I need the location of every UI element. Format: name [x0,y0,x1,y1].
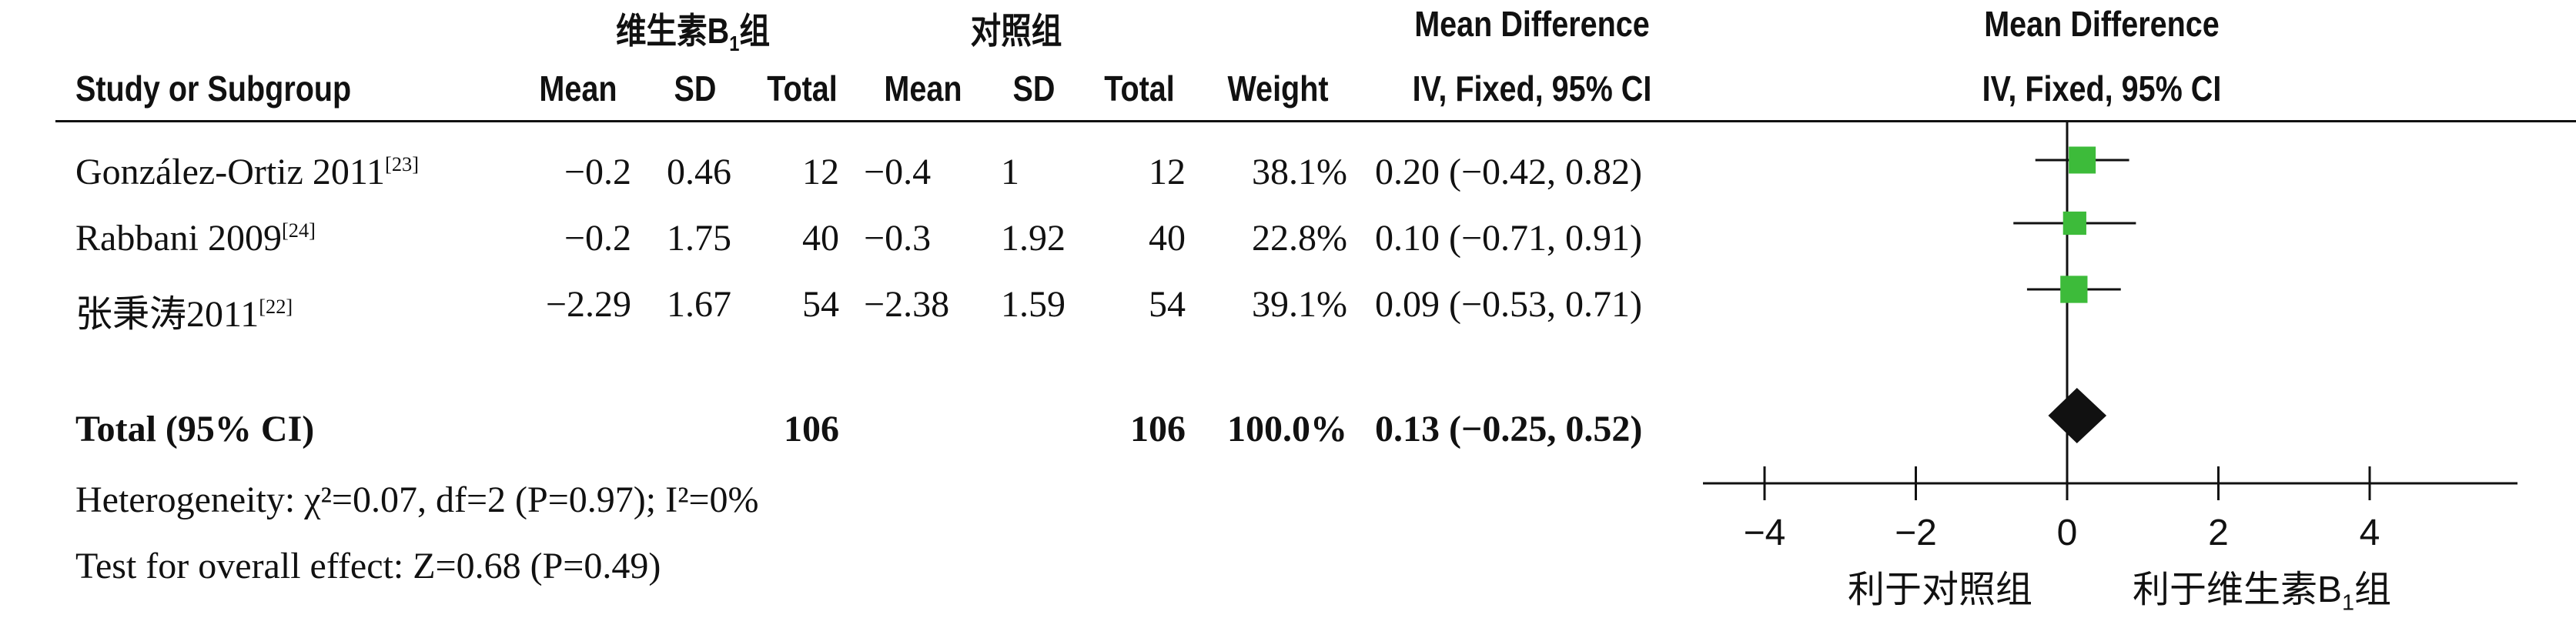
group-b-header: 对照组 [970,11,1062,51]
mean-a-cell: −0.2 [564,218,631,259]
ci-cell: 0.09 (−0.53, 0.71) [1375,284,1643,325]
study-name: González-Ortiz 2011[23] [75,152,420,192]
plot-subtitle: IV, Fixed, 95% CI [1982,68,2222,109]
total-b-header: Total [1104,68,1175,109]
study-name: 张秉涛2011[22] [75,294,293,335]
ci-cell: 0.10 (−0.71, 0.91) [1375,218,1643,259]
overall-effect-text: Test for overall effect: Z=0.68 (P=0.49) [75,546,661,586]
group-a-header: 维生素B1组 [615,11,771,56]
sd-a-cell: 1.75 [667,218,731,259]
mean-b-cell: −0.3 [864,218,932,259]
mean-b-header: Mean [884,68,962,109]
mean-a-header: Mean [539,68,617,109]
x-tick-label: 4 [2360,513,2380,553]
heterogeneity-text: Heterogeneity: χ²=0.07, df=2 (P=0.97); I… [75,479,759,520]
total-weight: 100.0% [1227,409,1347,449]
x-tick-label: 2 [2208,513,2229,553]
weight-header: Weight [1227,68,1329,109]
plot-title: Mean Difference [1984,4,2220,44]
total-b-cell: 54 [1149,284,1186,325]
header-rule [55,120,2576,122]
sd-a-header: SD [674,68,717,109]
x-tick-label: −4 [1744,513,1786,553]
mean-a-cell: −2.29 [545,284,631,325]
total-b-sum: 106 [1130,409,1186,449]
study-marker [2060,276,2088,303]
study-column-header: Study or Subgroup [75,68,352,109]
total-a-cell: 40 [802,218,839,259]
total-a-header: Total [767,68,838,109]
weight-cell: 38.1% [1252,152,1347,192]
total-label: Total (95% CI) [75,409,315,449]
pooled-diamond [2048,388,2107,443]
study-marker [2062,211,2086,236]
favours-treatment-label: 利于维生素B1组 [2133,570,2392,616]
total-a-cell: 54 [802,284,839,325]
total-a-cell: 12 [802,152,839,192]
sd-b-cell: 1 [1001,152,1019,192]
weight-cell: 22.8% [1252,218,1347,259]
total-ci: 0.13 (−0.25, 0.52) [1375,409,1643,449]
x-tick-label: 0 [2057,513,2078,553]
md-column-subtitle: IV, Fixed, 95% CI [1412,68,1652,109]
mean-b-cell: −0.4 [864,152,932,192]
sd-b-header: SD [1012,68,1055,109]
weight-cell: 39.1% [1252,284,1347,325]
mean-b-cell: −2.38 [864,284,950,325]
total-b-cell: 40 [1149,218,1186,259]
sd-b-cell: 1.59 [1001,284,1066,325]
md-column-title: Mean Difference [1414,4,1650,44]
x-tick-label: −2 [1895,513,1937,553]
ci-cell: 0.20 (−0.42, 0.82) [1375,152,1643,192]
study-name: Rabbani 2009[24] [75,218,316,259]
study-marker [2069,146,2096,174]
mean-a-cell: −0.2 [564,152,631,192]
favours-control-label: 利于对照组 [1848,570,2033,610]
total-b-cell: 12 [1149,152,1186,192]
sd-a-cell: 1.67 [667,284,731,325]
total-a-sum: 106 [784,409,839,449]
sd-a-cell: 0.46 [667,152,731,192]
sd-b-cell: 1.92 [1001,218,1066,259]
